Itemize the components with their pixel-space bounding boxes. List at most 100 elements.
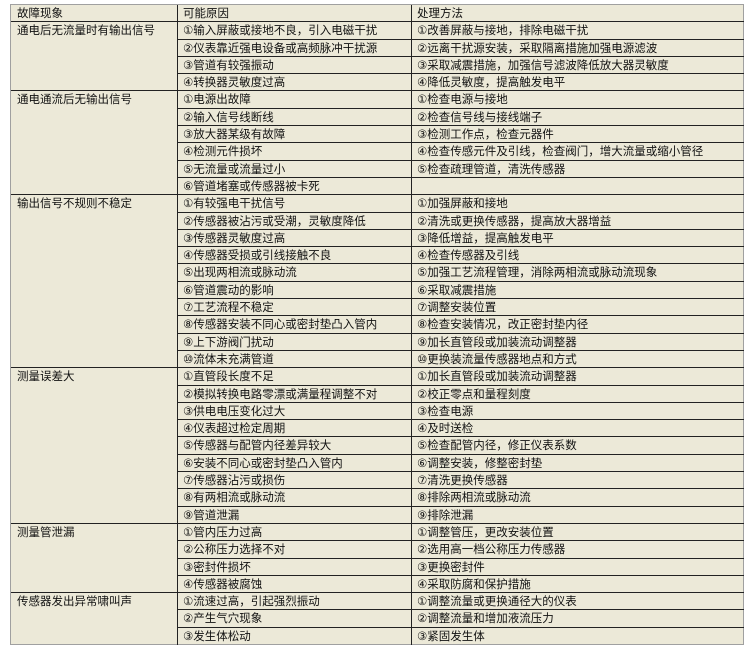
table-row: ⑧传感器安装不同心或密封垫凸入管内 ⑧检查安装情况，改正密封垫内径 bbox=[11, 315, 744, 334]
cause-cell: ②仪表靠近强电设备或高频脉冲干扰源 bbox=[177, 38, 412, 57]
table-row: 通电后无流量时有输出信号 ①输入屏蔽或接地不良，引入电磁干扰 ①改善屏蔽与接地，排除… bbox=[10, 21, 744, 91]
cause-cell: ⑧有两相流或脉动流 bbox=[177, 488, 412, 507]
cause-cell: ③供电电压变化过大 bbox=[177, 401, 412, 420]
table-row: 测量管泄漏 ①管内压力过高 ①调整管压，更改安装位置 bbox=[10, 522, 744, 593]
table-row: ③放大器某级有故障 ③检测工作点，检查元器件 bbox=[11, 125, 744, 143]
remedy-cell: ⑧检查安装情况，改正密封垫内径 bbox=[411, 315, 744, 334]
remedy-cell: ④检查传感器及引线 bbox=[411, 246, 744, 264]
cause-cell: ⑦工艺流程不稳定 bbox=[177, 298, 412, 316]
table-row: ⑥管道震动的影响 ⑥采取减震措施 bbox=[11, 280, 744, 299]
cause-cell: ②产生气穴现象 bbox=[177, 609, 412, 628]
remedy-cell: ②清洗或更换传感器，提高放大器增益 bbox=[411, 211, 744, 230]
remedy-cell: ⑤检查疏理管道，清洗传感器 bbox=[411, 159, 744, 178]
remedy-cell: ⑥调整安装，修整密封垫 bbox=[411, 453, 744, 472]
remedy-cell: ②校正零点和量程刻度 bbox=[411, 384, 744, 403]
remedy-cell: ④降低灵敏度，提高触发电平 bbox=[411, 73, 744, 91]
table-row: ④传感器受损或引线接触不良 ④检查传感器及引线 bbox=[11, 246, 744, 264]
symptom-cell: 测量误差大 bbox=[10, 367, 178, 524]
table-row: 测量误差大 ①直管段长度不足 ①加长直管段或加装流动调整器 bbox=[10, 367, 744, 524]
table-row: ②公称压力选择不对 ②选用高一档公称压力传感器 bbox=[11, 540, 744, 558]
cause-cell: ③发生体松动 bbox=[177, 626, 412, 645]
cause-cell: ①输入屏蔽或接地不良，引入电磁干扰 bbox=[177, 21, 412, 40]
cause-cell: ③传感器灵敏度过高 bbox=[177, 228, 412, 247]
remedy-cell: ④及时送检 bbox=[411, 419, 744, 437]
table-row: ③供电电压变化过大 ③检查电源 bbox=[11, 401, 744, 420]
cause-cell: ⑧传感器安装不同心或密封垫凸入管内 bbox=[177, 315, 412, 334]
cause-cell: ②公称压力选择不对 bbox=[177, 540, 412, 558]
remedy-cell: ③紧固发生体 bbox=[411, 626, 744, 645]
cause-cell: ②模拟转换电路零漂或满量程调整不对 bbox=[177, 384, 412, 403]
table-row: ④传感器被腐蚀 ④采取防腐和保护措施 bbox=[11, 574, 744, 593]
table-row: ⑤传感器与配管内径差异较大 ⑤检查配管内径，修正仪表系数 bbox=[11, 436, 744, 455]
header-symptom: 故障现象 bbox=[10, 3, 178, 22]
cause-cell: ①电源出故障 bbox=[177, 90, 412, 109]
cause-cell: ④传感器被腐蚀 bbox=[177, 574, 412, 593]
remedy-cell: ⑤加强工艺流程管理，消除两相流或脉动流现象 bbox=[411, 263, 744, 282]
remedy-cell: ③降低增益，提高触发电平 bbox=[411, 228, 744, 247]
remedy-cell: ⑦调整安装位置 bbox=[411, 298, 744, 316]
table-row: ④仪表超过检定周期 ④及时送检 bbox=[11, 419, 744, 437]
symptom-cell: 通电后无流量时有输出信号 bbox=[10, 21, 178, 91]
table-row: 传感器发出异常啸叫声 ①流速过高，引起强烈振动 ①调整流量或更换通径大的仪表 bbox=[10, 592, 744, 645]
table-row: ④检测元件损坏 ④检查传感元件及引线，检查阀门，增大流量或缩小管径 bbox=[11, 142, 744, 161]
table-row: ③传感器灵敏度过高 ③降低增益，提高触发电平 bbox=[11, 228, 744, 247]
remedy-cell: ③检查电源 bbox=[411, 401, 744, 420]
cause-cell: ⑤无流量或流量过小 bbox=[177, 159, 412, 178]
remedy-cell: ⑨排除泄漏 bbox=[411, 505, 744, 524]
table-row: ⑦传感器沾污或损伤 ⑦清洗更换传感器 bbox=[11, 471, 744, 489]
symptom-cell: 测量管泄漏 bbox=[10, 522, 178, 593]
cause-cell: ①有较强电干扰信号 bbox=[177, 194, 412, 213]
cause-cell: ⑨管道泄漏 bbox=[177, 505, 412, 524]
cause-cell: ④仪表超过检定周期 bbox=[177, 419, 412, 437]
table-row: ③密封件损坏 ③更换密封件 bbox=[11, 557, 744, 576]
remedy-cell: ⑦清洗更换传感器 bbox=[411, 471, 744, 489]
remedy-cell: ①加长直管段或加装流动调整器 bbox=[411, 367, 744, 386]
remedy-cell: ②调整流量和增加液流压力 bbox=[411, 609, 744, 628]
remedy-cell: ④检查传感元件及引线，检查阀门，增大流量或缩小管径 bbox=[411, 142, 744, 161]
cause-cell: ④传感器受损或引线接触不良 bbox=[177, 246, 412, 264]
remedy-cell: ①加强屏蔽和接地 bbox=[411, 194, 744, 213]
cause-cell: ③管道有较强振动 bbox=[177, 55, 412, 74]
table-row: ⑤出现两相流或脉动流 ⑤加强工艺流程管理，消除两相流或脉动流现象 bbox=[11, 263, 744, 282]
table-row: ②输入信号线断线 ②检查信号线与接线端子 bbox=[11, 107, 744, 126]
remedy-cell bbox=[411, 176, 744, 195]
table-row: ⑨管道泄漏 ⑨排除泄漏 bbox=[11, 505, 744, 524]
cause-cell: ⑤传感器与配管内径差异较大 bbox=[177, 436, 412, 455]
cause-cell: ①流速过高，引起强烈振动 bbox=[177, 592, 412, 610]
cause-cell: ①直管段长度不足 bbox=[177, 367, 412, 386]
cause-cell: ⑦传感器沾污或损伤 bbox=[177, 471, 412, 489]
cause-cell: ⑩流体未充满管道 bbox=[177, 349, 412, 368]
table-row: ②产生气穴现象 ②调整流量和增加液流压力 bbox=[11, 609, 744, 628]
cause-cell: ⑤出现两相流或脉动流 bbox=[177, 263, 412, 282]
remedy-cell: ⑨加长直管段或加装流动调整器 bbox=[411, 332, 744, 351]
cause-cell: ②传感器被沾污或受潮，灵敏度降低 bbox=[177, 211, 412, 230]
table-row: 通电通流后无输出信号 ①电源出故障 ①检查电源与接地 bbox=[10, 90, 744, 195]
table-row: ⑩流体未充满管道 ⑩更换装流量传感器地点和方式 bbox=[11, 349, 744, 368]
troubleshooting-table: 故障现象 可能原因 处理方法 通电后无流量时有输出信号 ①输入屏蔽或接地不良，引入… bbox=[10, 3, 744, 645]
symptom-cell: 传感器发出异常啸叫声 bbox=[10, 592, 178, 645]
header-cause: 可能原因 bbox=[177, 3, 412, 22]
remedy-cell: ①调整流量或更换通径大的仪表 bbox=[411, 592, 744, 610]
header-row: 故障现象 可能原因 处理方法 bbox=[10, 3, 744, 22]
cause-cell: ③放大器某级有故障 bbox=[177, 125, 412, 143]
remedy-cell: ③采取减震措施，加强信号滤波降低放大器灵敏度 bbox=[411, 55, 744, 74]
cause-cell: ③密封件损坏 bbox=[177, 557, 412, 576]
header-remedy: 处理方法 bbox=[411, 3, 744, 22]
cause-cell: ⑨上下游阀门扰动 bbox=[177, 332, 412, 351]
remedy-cell: ⑤检查配管内径，修正仪表系数 bbox=[411, 436, 744, 455]
table-row: ③管道有较强振动 ③采取减震措施，加强信号滤波降低放大器灵敏度 bbox=[11, 55, 744, 74]
cause-cell: ④检测元件损坏 bbox=[177, 142, 412, 161]
cause-cell: ②输入信号线断线 bbox=[177, 107, 412, 126]
remedy-cell: ④采取防腐和保护措施 bbox=[411, 574, 744, 593]
cause-cell: ⑥管道震动的影响 bbox=[177, 280, 412, 299]
remedy-cell: ①调整管压，更改安装位置 bbox=[411, 522, 744, 541]
remedy-cell: ⑧排除两相流或脉动流 bbox=[411, 488, 744, 507]
table-row: ⑥安装不同心或密封垫凸入管内 ⑥调整安装，修整密封垫 bbox=[11, 453, 744, 472]
cause-cell: ①管内压力过高 bbox=[177, 522, 412, 541]
cause-cell: ④转换器灵敏度过高 bbox=[177, 73, 412, 91]
cause-cell: ⑥安装不同心或密封垫凸入管内 bbox=[177, 453, 412, 472]
symptom-cell: 输出信号不规则不稳定 bbox=[10, 194, 178, 368]
table-row: ⑦工艺流程不稳定 ⑦调整安装位置 bbox=[11, 298, 744, 316]
cause-cell: ⑥管道堵塞或传感器被卡死 bbox=[177, 176, 412, 195]
table-row: 输出信号不规则不稳定 ①有较强电干扰信号 ①加强屏蔽和接地 bbox=[10, 194, 744, 368]
